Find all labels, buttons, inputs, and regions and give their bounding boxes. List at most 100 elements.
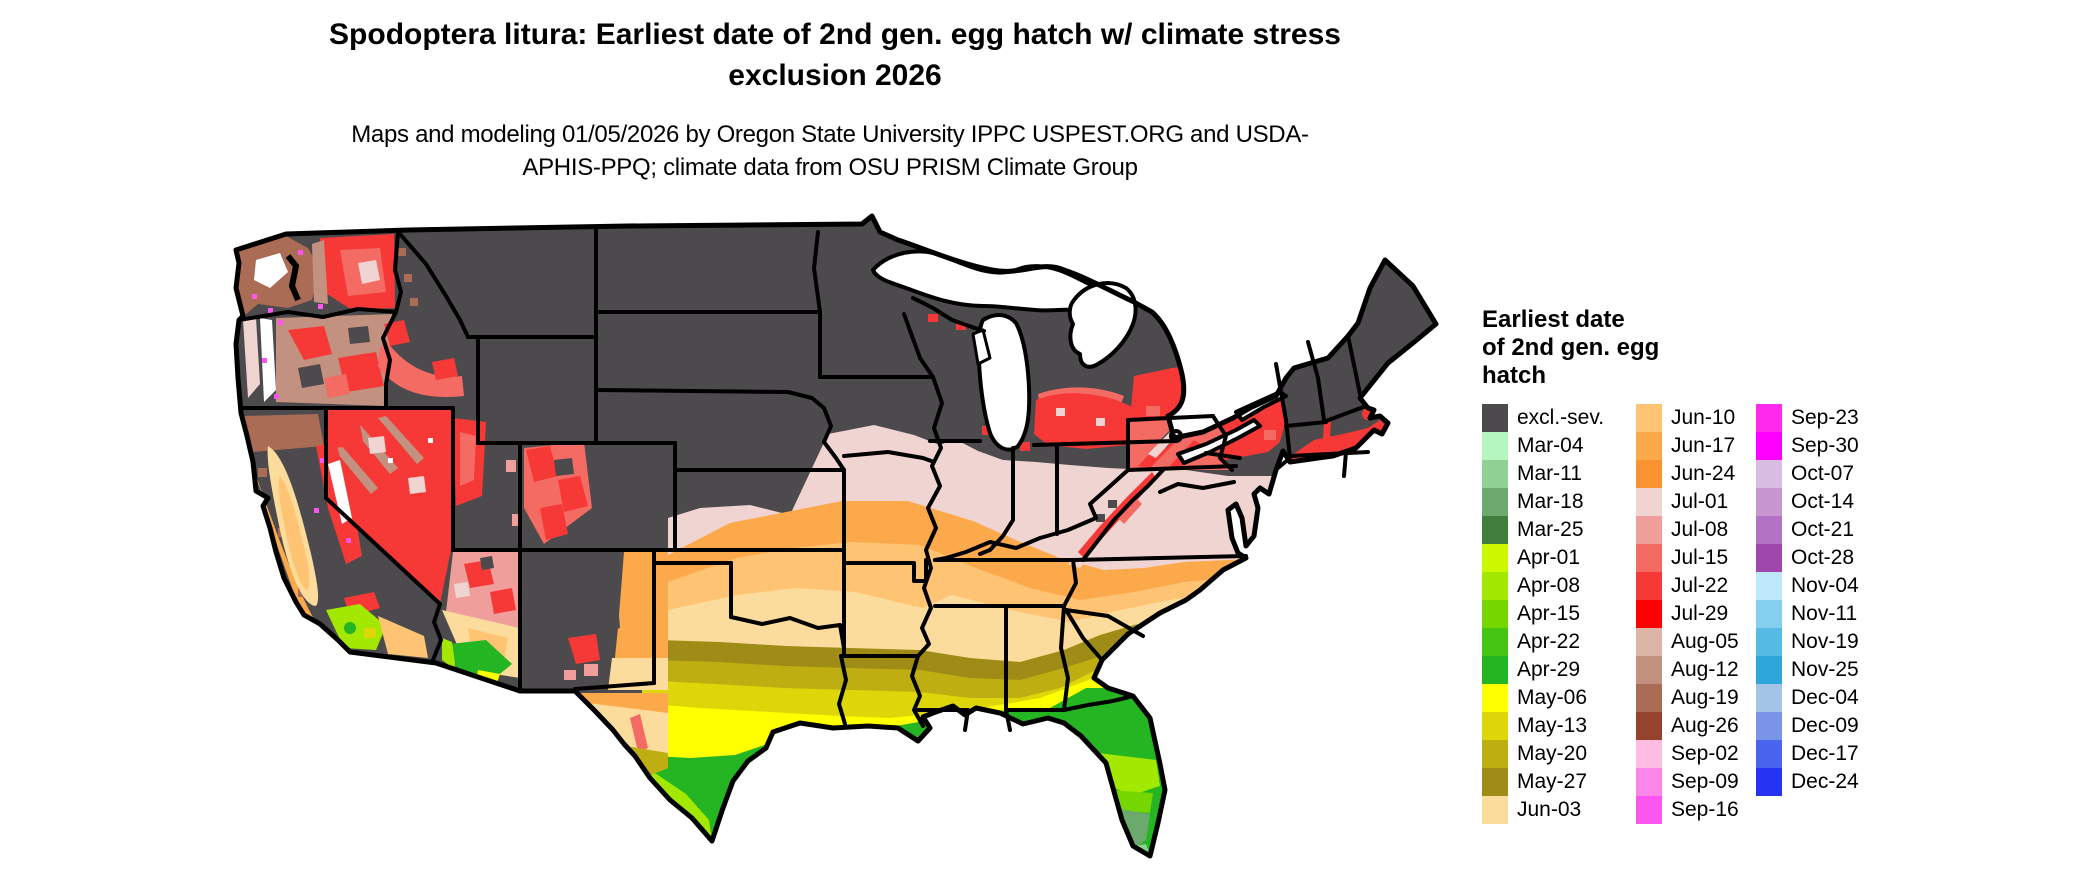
- legend-label: Dec-04: [1791, 686, 1859, 709]
- legend-entry: Apr-01: [1482, 544, 1636, 572]
- legend-label: Aug-26: [1671, 714, 1739, 737]
- legend-swatch: [1756, 600, 1782, 628]
- legend-swatch: [1756, 768, 1782, 796]
- legend-entry: Oct-14: [1756, 488, 1876, 516]
- legend-label: Jun-10: [1671, 406, 1736, 429]
- legend-swatch: [1482, 544, 1508, 572]
- legend-label: Sep-09: [1671, 770, 1739, 793]
- legend-swatch: [1636, 432, 1662, 460]
- legend-entry: Jul-08: [1636, 516, 1756, 544]
- legend-title: Earliest date of 2nd gen. egg hatch: [1482, 306, 2082, 390]
- legend-label: Jun-03: [1517, 798, 1582, 821]
- lake-erie: [1176, 418, 1262, 465]
- legend-label: Oct-14: [1791, 490, 1855, 513]
- legend-entry: Mar-25: [1482, 516, 1636, 544]
- legend-entry: Jun-24: [1636, 460, 1756, 488]
- legend-label: Dec-09: [1791, 714, 1859, 737]
- legend-entry: Oct-28: [1756, 544, 1876, 572]
- legend-entry: Mar-04: [1482, 432, 1636, 460]
- legend-swatch: [1482, 432, 1508, 460]
- legend-swatch: [1636, 572, 1662, 600]
- legend-entry: Jul-29: [1636, 600, 1756, 628]
- legend-swatch: [1756, 572, 1782, 600]
- legend-entry: Jun-10: [1636, 404, 1756, 432]
- legend-swatch: [1636, 712, 1662, 740]
- legend-label: Oct-28: [1791, 546, 1855, 569]
- legend-entry: Jul-15: [1636, 544, 1756, 572]
- legend-swatch: [1636, 796, 1662, 824]
- legend-entry: Nov-11: [1756, 600, 1876, 628]
- legend-swatch: [1636, 656, 1662, 684]
- legend-label: Mar-11: [1517, 462, 1582, 485]
- legend-entry: Jul-01: [1636, 488, 1756, 516]
- legend-label: Aug-05: [1671, 630, 1739, 653]
- legend-swatch: [1756, 488, 1782, 516]
- legend-label: Mar-18: [1517, 490, 1584, 513]
- legend-entry: Nov-04: [1756, 572, 1876, 600]
- legend-entry: Apr-15: [1482, 600, 1636, 628]
- legend-label: Dec-17: [1791, 742, 1859, 765]
- legend-swatch: [1636, 544, 1662, 572]
- legend-swatch: [1756, 740, 1782, 768]
- legend-entry: Aug-12: [1636, 656, 1756, 684]
- legend-label: Apr-08: [1517, 574, 1581, 597]
- legend-entry: Nov-19: [1756, 628, 1876, 656]
- legend-entry: Dec-04: [1756, 684, 1876, 712]
- legend-swatch: [1482, 404, 1508, 432]
- map-legend: Earliest date of 2nd gen. egg hatch excl…: [1482, 306, 2082, 824]
- legend-entry: Sep-23: [1756, 404, 1876, 432]
- legend-entry: excl.-sev.: [1482, 404, 1636, 432]
- legend-label: Apr-01: [1517, 546, 1581, 569]
- legend-column-1: excl.-sev. Mar-04 Mar-11 Mar-18 Mar-25 Apr-01…: [1482, 404, 1636, 824]
- legend-entry: Sep-30: [1756, 432, 1876, 460]
- legend-swatch: [1636, 488, 1662, 516]
- legend-label: Sep-02: [1671, 742, 1739, 765]
- legend-entry: Aug-05: [1636, 628, 1756, 656]
- raster-fill: [236, 216, 1436, 856]
- legend-label: Sep-30: [1791, 434, 1859, 457]
- lake-huron: [1067, 281, 1138, 369]
- legend-label: Aug-12: [1671, 658, 1739, 681]
- legend-swatch: [1636, 628, 1662, 656]
- legend-swatch: [1482, 516, 1508, 544]
- legend-title-line: Earliest date: [1482, 306, 1625, 333]
- legend-swatch: [1482, 684, 1508, 712]
- legend-label: Sep-23: [1791, 406, 1859, 429]
- legend-entry: Dec-17: [1756, 740, 1876, 768]
- legend-entry: Sep-02: [1636, 740, 1756, 768]
- legend-label: Dec-24: [1791, 770, 1859, 793]
- legend-swatch: [1482, 796, 1508, 824]
- legend-swatch: [1636, 600, 1662, 628]
- legend-entry: Aug-19: [1636, 684, 1756, 712]
- us-choropleth-map: [228, 208, 1448, 884]
- legend-entry: Oct-21: [1756, 516, 1876, 544]
- legend-swatch: [1636, 768, 1662, 796]
- page-subtitle: Maps and modeling 01/05/2026 by Oregon S…: [351, 121, 1309, 181]
- legend-swatch: [1756, 544, 1782, 572]
- legend-swatch: [1482, 488, 1508, 516]
- legend-label: Apr-15: [1517, 602, 1581, 625]
- legend-swatch: [1482, 460, 1508, 488]
- legend-swatch: [1756, 656, 1782, 684]
- legend-entry: Dec-09: [1756, 712, 1876, 740]
- legend-label: Sep-16: [1671, 798, 1739, 821]
- legend-label: excl.-sev.: [1517, 406, 1605, 429]
- legend-label: Jul-29: [1671, 602, 1729, 625]
- legend-label: Nov-25: [1791, 658, 1859, 681]
- legend-swatch: [1756, 684, 1782, 712]
- state-borders: [237, 226, 1370, 732]
- legend-label: May-20: [1517, 742, 1588, 765]
- legend-entry: Apr-22: [1482, 628, 1636, 656]
- legend-label: Nov-04: [1791, 574, 1859, 597]
- legend-entry: Oct-07: [1756, 460, 1876, 488]
- legend-column-2: Jun-10 Jun-17 Jun-24 Jul-01 Jul-08 Jul-15 Jul-…: [1636, 404, 1756, 824]
- legend-columns: excl.-sev. Mar-04 Mar-11 Mar-18 Mar-25 Apr-01…: [1482, 404, 2082, 824]
- legend-entry: Dec-24: [1756, 768, 1876, 796]
- legend-swatch: [1636, 740, 1662, 768]
- legend-label: Aug-19: [1671, 686, 1739, 709]
- legend-entry: Sep-09: [1636, 768, 1756, 796]
- map-canvas: [233, 213, 1439, 859]
- legend-swatch: [1482, 712, 1508, 740]
- legend-label: Jun-17: [1671, 434, 1736, 457]
